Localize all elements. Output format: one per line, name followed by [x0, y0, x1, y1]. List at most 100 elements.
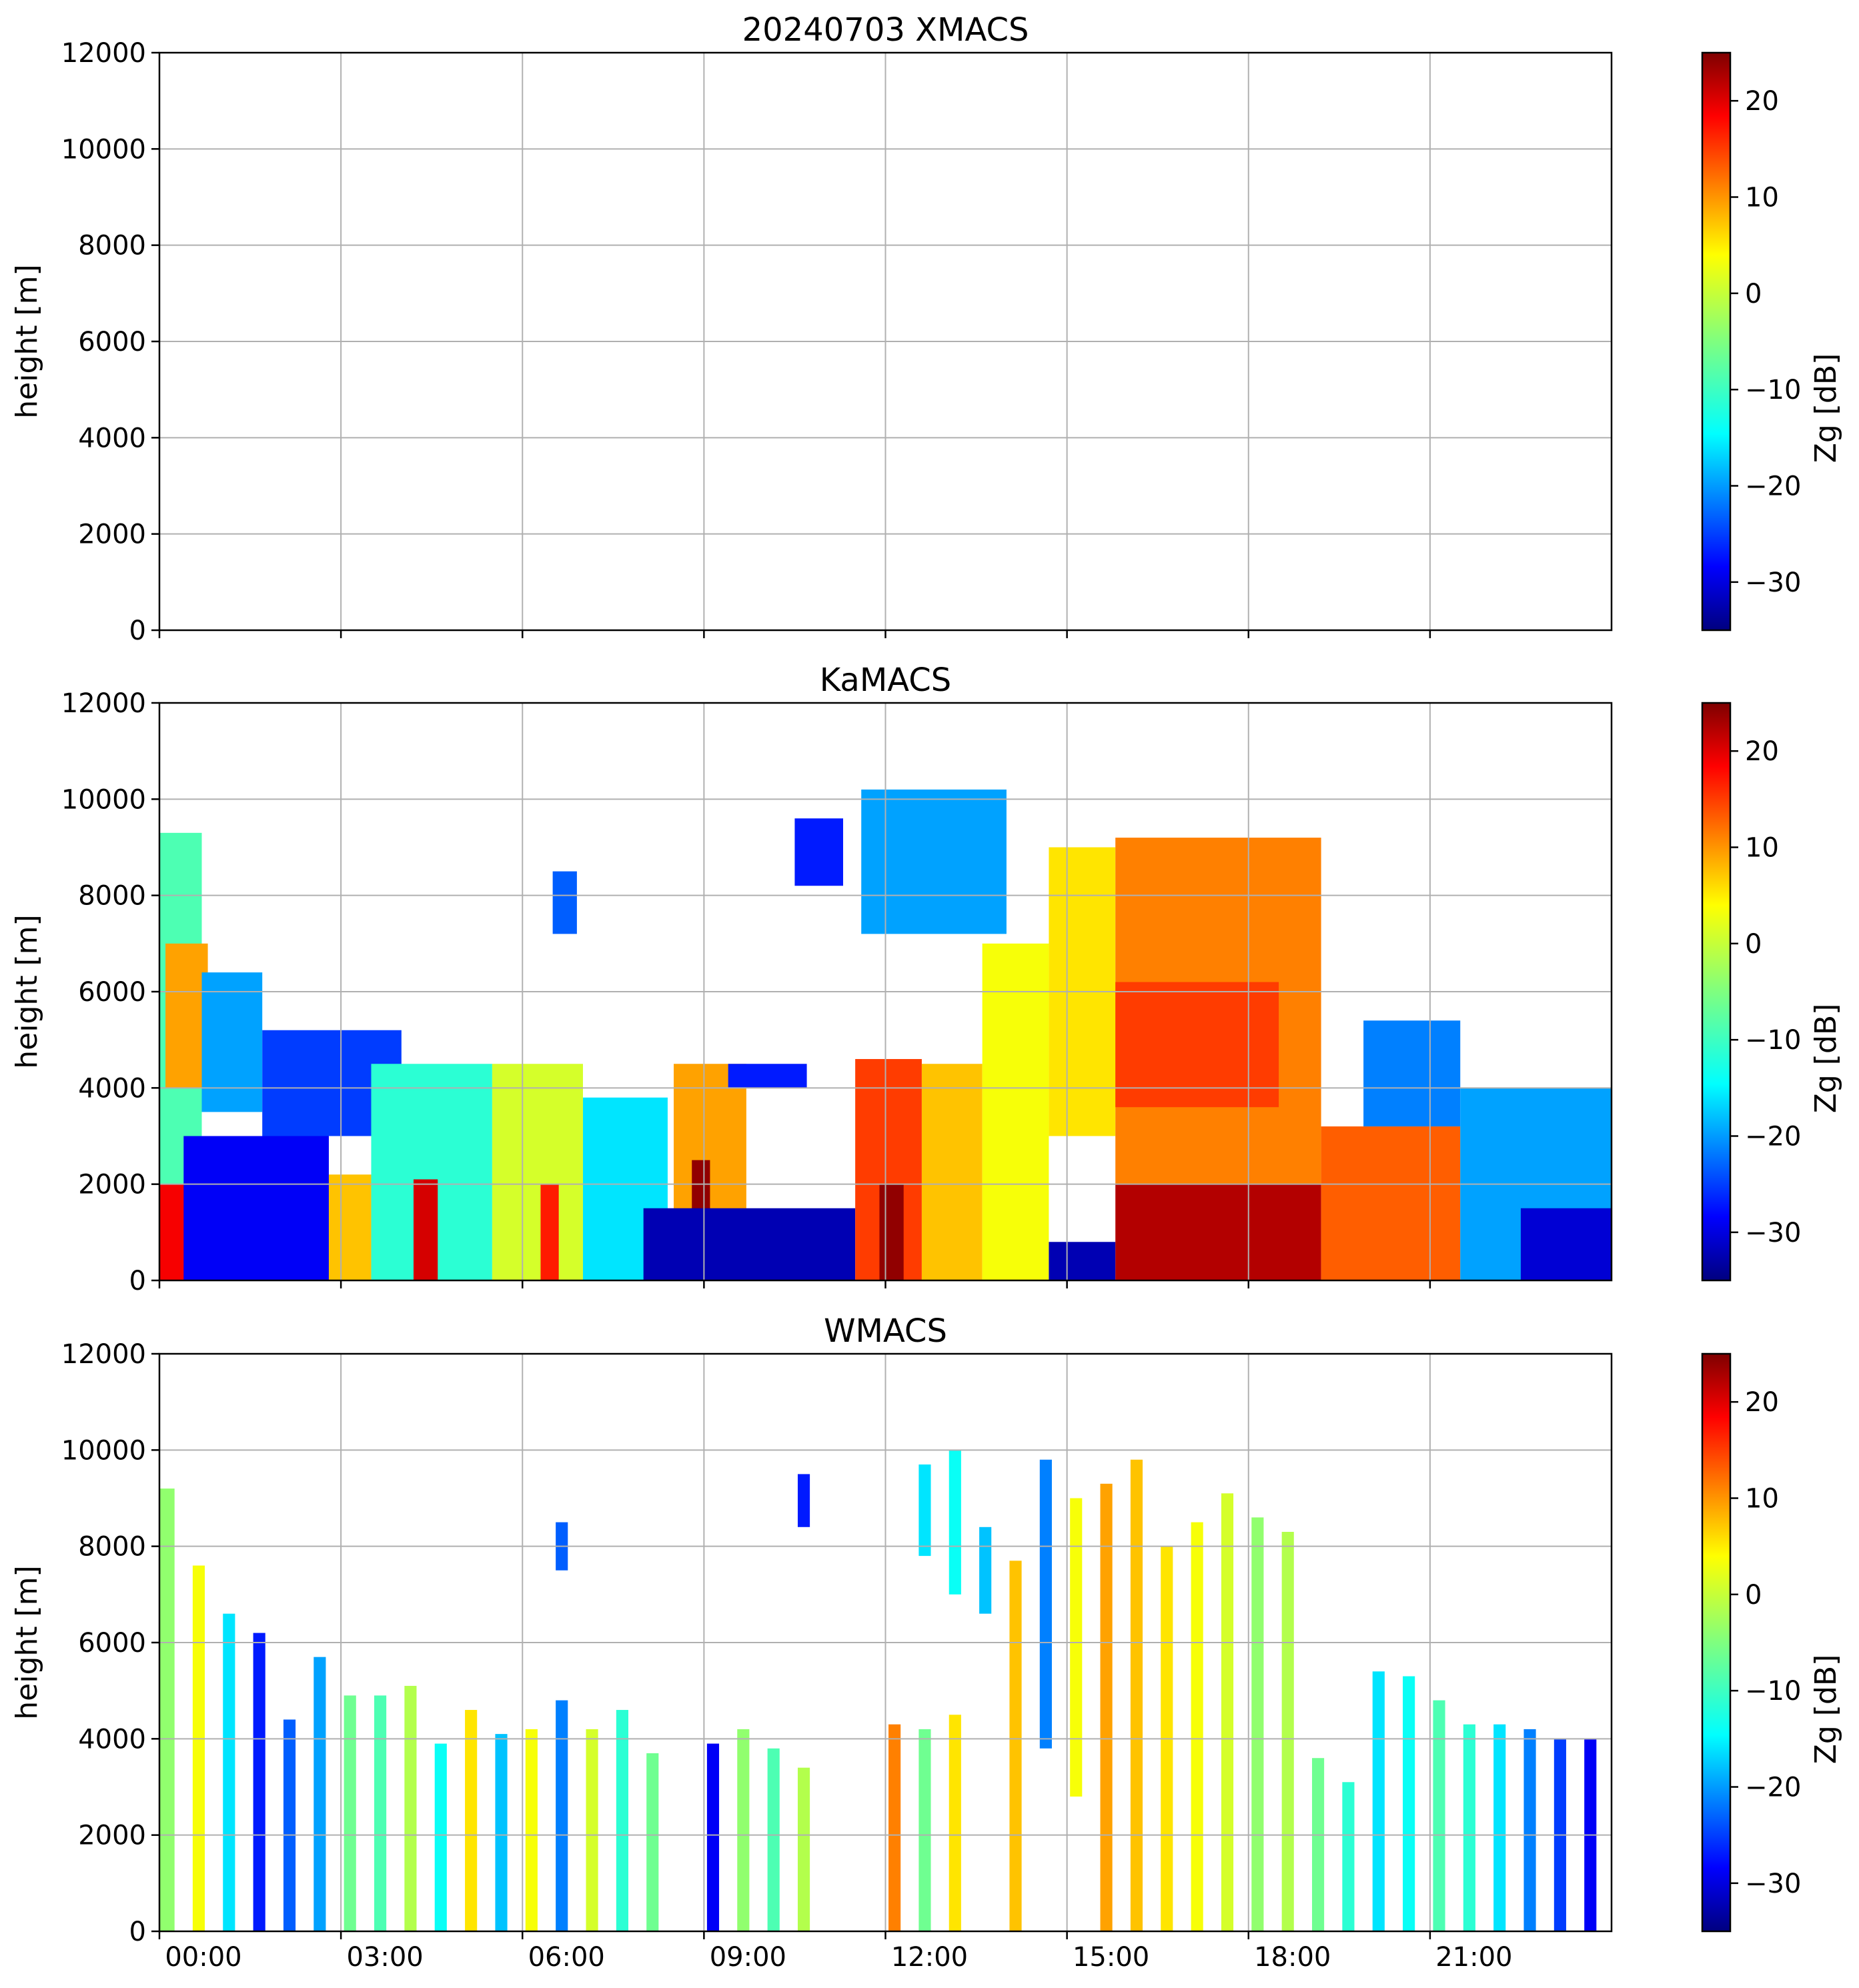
reflectivity-cell	[1130, 1459, 1143, 1931]
y-tick-label: 0	[129, 1266, 146, 1296]
reflectivity-cell	[374, 1695, 387, 1931]
reflectivity-cell	[525, 1729, 538, 1931]
panel-kamacs: 0 2000 4000 6000 8000 10000 12000 height [m] KaM…	[10, 662, 1843, 1296]
colorbar-frame	[1701, 702, 1732, 1282]
reflectivity-cell	[183, 1136, 329, 1280]
y-axis-title: height [m]	[10, 264, 44, 418]
reflectivity-cell	[586, 1729, 598, 1931]
colorbar-gradient	[1702, 703, 1730, 1280]
reflectivity-cells	[159, 789, 1612, 1280]
reflectivity-cell	[253, 1633, 265, 1931]
panel-title: KaMACS	[820, 662, 951, 699]
y-tick-label: 6000	[78, 1628, 146, 1659]
reflectivity-cell	[861, 789, 1007, 934]
colorbar-tick-label: 0	[1745, 279, 1762, 309]
y-tick-label: 6000	[78, 327, 146, 357]
colorbar-tick-label: 10	[1745, 183, 1779, 213]
reflectivity-cell	[921, 1064, 983, 1280]
reflectivity-cell	[1009, 1561, 1022, 1931]
reflectivity-cell	[918, 1729, 931, 1931]
colorbar-tick-label: 10	[1745, 1484, 1779, 1515]
reflectivity-cell	[556, 1700, 568, 1931]
colorbar-gradient	[1702, 53, 1730, 630]
reflectivity-cell	[1049, 1242, 1116, 1280]
colorbar-tick-label: 20	[1745, 1387, 1779, 1418]
x-tick-label: 18:00	[1254, 1942, 1331, 1973]
y-tick-label: 8000	[78, 231, 146, 261]
colorbar: 20 10 0 −10 −20 −30 Zg [dB]	[1701, 702, 1843, 1282]
reflectivity-cell	[434, 1743, 447, 1931]
reflectivity-cell	[540, 1184, 559, 1280]
reflectivity-cell	[1281, 1532, 1294, 1931]
reflectivity-cell	[949, 1715, 961, 1931]
reflectivity-cell	[1115, 1184, 1321, 1280]
grid-lines	[159, 1353, 1612, 1932]
y-tick-label: 12000	[61, 1339, 146, 1370]
y-tick-label: 4000	[78, 1724, 146, 1755]
reflectivity-cell	[982, 943, 1049, 1280]
y-tick-label: 4000	[78, 1073, 146, 1104]
x-tick-label: 06:00	[528, 1942, 605, 1973]
y-tick-label: 6000	[78, 977, 146, 1008]
reflectivity-cell	[1070, 1498, 1083, 1797]
reflectivity-cell	[918, 1464, 931, 1557]
colorbar-tick-label: −10	[1745, 1025, 1801, 1056]
colorbar-tick-label: 20	[1745, 86, 1779, 117]
x-tick-label: 12:00	[891, 1942, 968, 1973]
y-axis-title: height [m]	[10, 1565, 44, 1719]
y-tick-label: 0	[129, 616, 146, 646]
x-tick-label: 00:00	[165, 1942, 241, 1973]
reflectivity-cell	[1363, 1020, 1461, 1127]
y-axis-title: height [m]	[10, 914, 44, 1068]
x-tick-label: 15:00	[1073, 1942, 1149, 1973]
reflectivity-cell	[1372, 1671, 1385, 1931]
reflectivity-cell	[616, 1710, 628, 1931]
colorbar-frame	[1701, 1352, 1732, 1933]
y-tick-label: 10000	[61, 134, 146, 165]
y-tick-label: 0	[129, 1917, 146, 1947]
reflectivity-cell	[1523, 1729, 1536, 1931]
colorbar-tick-label: 0	[1745, 1580, 1762, 1611]
reflectivity-cell	[797, 1474, 810, 1527]
reflectivity-cell	[1493, 1724, 1506, 1931]
reflectivity-cell	[879, 1184, 904, 1280]
colorbar-label: Zg [dB]	[1809, 353, 1843, 463]
reflectivity-cell	[1100, 1483, 1113, 1931]
colorbar-label: Zg [dB]	[1809, 1655, 1843, 1765]
reflectivity-cell	[794, 818, 844, 886]
reflectivity-cell	[283, 1719, 296, 1931]
grid-lines	[159, 52, 1612, 631]
reflectivity-cell	[192, 1565, 205, 1931]
panel-title: WMACS	[824, 1312, 947, 1350]
reflectivity-cell	[1520, 1208, 1612, 1280]
reflectivity-cell	[643, 1208, 856, 1280]
reflectivity-cell	[328, 1174, 372, 1280]
colorbar-tick-label: −30	[1745, 1869, 1801, 1899]
reflectivity-cell	[737, 1729, 750, 1931]
colorbar: 20 10 0 −10 −20 −30 Zg [dB]	[1701, 1352, 1843, 1933]
reflectivity-cell	[979, 1527, 992, 1614]
reflectivity-cell	[1251, 1517, 1264, 1931]
reflectivity-cell	[413, 1179, 438, 1280]
reflectivity-cell	[1321, 1126, 1461, 1280]
x-tick-label: 09:00	[710, 1942, 786, 1973]
y-tick-label: 12000	[61, 688, 146, 719]
panel-wmacs: 0 2000 4000 6000 8000 10000 12000 00:00 03:00 06:…	[10, 1312, 1843, 1973]
panel-title: 20240703 XMACS	[742, 11, 1029, 49]
colorbar-label: Zg [dB]	[1809, 1004, 1843, 1114]
colorbar-tick-label: −20	[1745, 1122, 1801, 1152]
reflectivity-cell	[492, 1064, 583, 1280]
x-tick-label: 03:00	[346, 1942, 423, 1973]
colorbar-tick-label: 10	[1745, 833, 1779, 864]
reflectivity-cell	[1311, 1758, 1325, 1931]
reflectivity-cell	[797, 1767, 810, 1931]
reflectivity-cell	[159, 1488, 175, 1931]
y-tick-label: 8000	[78, 1532, 146, 1563]
y-tick-label: 4000	[78, 423, 146, 453]
reflectivity-cell	[1039, 1459, 1052, 1749]
colorbar-tick-label: −20	[1745, 471, 1801, 502]
reflectivity-cell	[165, 943, 208, 1088]
reflectivity-cell	[646, 1753, 659, 1931]
